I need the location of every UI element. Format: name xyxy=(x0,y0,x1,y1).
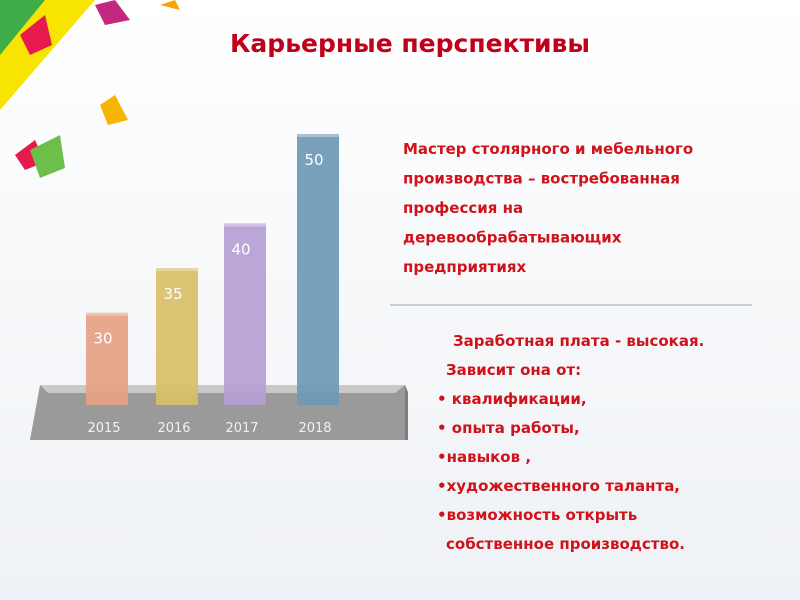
x-tick-label: 2015 xyxy=(87,421,120,436)
bar-top xyxy=(86,312,128,316)
x-tick-label: 2017 xyxy=(225,421,258,436)
value-label: 35 xyxy=(163,285,182,303)
value-label: 50 xyxy=(304,151,323,169)
bar xyxy=(224,226,266,405)
salary-line: •возможность открыть xyxy=(437,506,637,524)
description-line: деревообрабатывающих xyxy=(403,229,622,247)
x-tick-label: 2018 xyxy=(298,421,331,436)
x-tick-label: 2016 xyxy=(157,421,190,436)
salary-line: • опыта работы, xyxy=(437,419,580,437)
description-line: профессия на xyxy=(403,199,523,217)
description-line: Мастер столярного и мебельного xyxy=(403,140,693,158)
description-line: предприятиях xyxy=(403,258,526,276)
salary-line: •навыков , xyxy=(437,448,531,466)
value-label: 30 xyxy=(93,330,112,348)
bar-top xyxy=(156,268,198,271)
salary-line: Зависит она от: xyxy=(446,361,581,379)
title: Карьерные перспективы xyxy=(230,29,590,58)
bar xyxy=(156,271,198,405)
salary-line: Заработная плата - высокая. xyxy=(453,332,704,350)
salary-line: • квалификации, xyxy=(437,390,587,408)
bar-top xyxy=(297,134,339,137)
bar xyxy=(86,315,128,405)
value-label: 40 xyxy=(231,240,250,258)
description-line: производства – востребованная xyxy=(403,170,680,188)
decoration xyxy=(0,0,180,178)
salary-line: собственное производство. xyxy=(446,535,685,553)
salary-line: •художественного таланта, xyxy=(437,477,680,495)
bar xyxy=(297,137,339,405)
bar-top xyxy=(224,223,266,227)
